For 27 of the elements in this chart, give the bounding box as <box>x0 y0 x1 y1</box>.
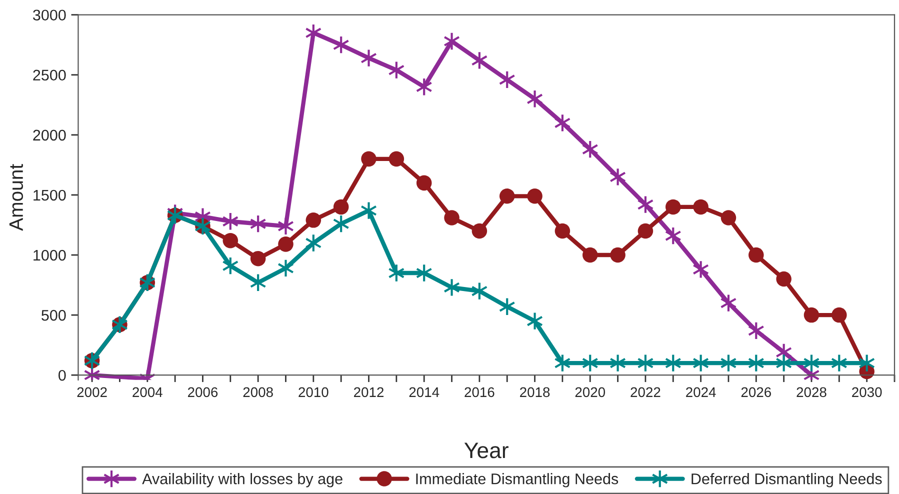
x-tick-label: 2030 <box>852 387 882 398</box>
x-tick-label: 2014 <box>409 387 440 398</box>
y-tick-label: 500 <box>42 310 66 321</box>
x-tick-label: 2026 <box>741 387 771 398</box>
x-tick-label: 2002 <box>77 387 107 398</box>
y-tick-label: 0 <box>58 370 66 381</box>
x-axis-title: Year <box>464 442 508 458</box>
y-tick-label: 1000 <box>34 250 66 261</box>
y-tick-label: 1500 <box>34 190 66 201</box>
y-axis-title: Amount <box>9 164 24 231</box>
x-tick-label: 2020 <box>575 387 606 398</box>
y-tick-label: 2000 <box>33 130 66 141</box>
x-tick-label: 2004 <box>132 387 162 398</box>
x-tick-label: 2010 <box>298 387 328 398</box>
legend-label: Availability with losses by age <box>142 473 342 488</box>
x-tick-label: 2008 <box>243 387 273 398</box>
x-tick-label: 2024 <box>686 387 716 398</box>
legend-label: Deferred Dismantling Needs <box>692 473 882 488</box>
x-tick-label: 2022 <box>630 387 660 398</box>
x-tick-label: 2016 <box>464 387 494 398</box>
x-tick-label: 2028 <box>796 387 826 398</box>
x-tick-label: 2006 <box>188 387 218 398</box>
x-tick-label: 2012 <box>354 387 384 398</box>
legend-label: Immediate Dismantling Needs <box>416 473 618 488</box>
y-tick-label: 3000 <box>33 10 66 21</box>
x-tick-label: 2018 <box>520 387 550 398</box>
y-tick-label: 2500 <box>33 70 66 81</box>
